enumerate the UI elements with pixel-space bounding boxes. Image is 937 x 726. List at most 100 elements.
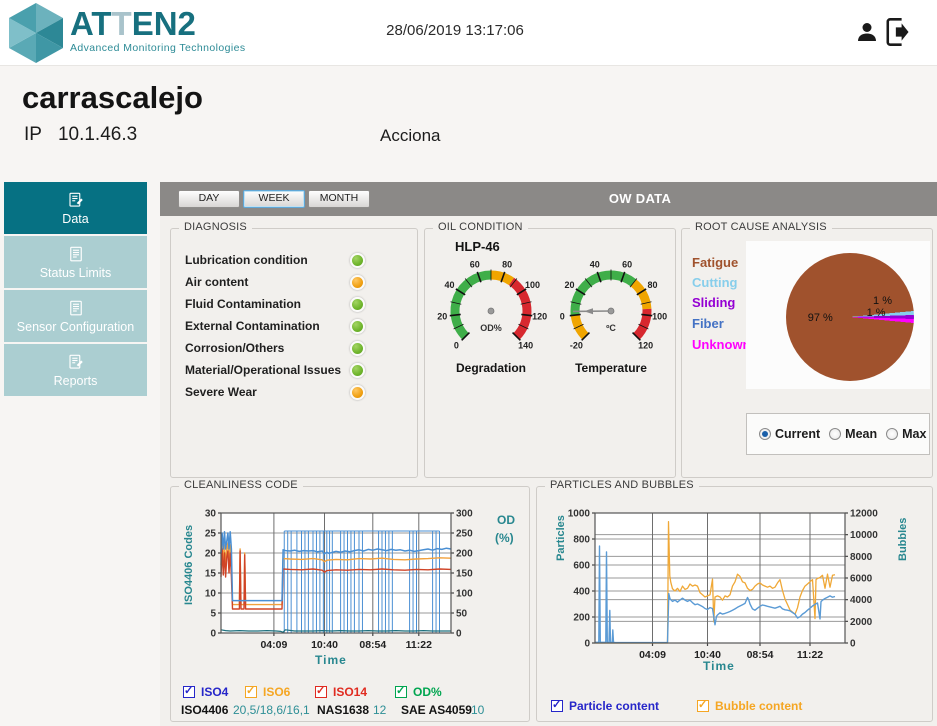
x-axis-label: Time	[315, 653, 347, 667]
company-name: Acciona	[380, 126, 441, 145]
gauge-title: Temperature	[575, 361, 647, 375]
legend-iso6: ✓ ISO6	[245, 685, 291, 699]
mode-selector: Current Mean Max	[746, 413, 930, 455]
y-axis-label-left: ISO4406 Codes	[183, 524, 195, 605]
legend-iso4: ✓ ISO4	[183, 685, 229, 699]
svg-text:0: 0	[210, 629, 216, 640]
diagnosis-row: Corrosion/Others	[171, 337, 417, 359]
svg-text:ºC: ºC	[606, 323, 616, 333]
svg-text:12000: 12000	[850, 509, 878, 520]
sae-as4059-value: 10	[471, 703, 485, 717]
sidebar-item-label: Reports	[53, 373, 98, 388]
radio-button[interactable]	[886, 428, 899, 440]
tab-month[interactable]: MONTH	[308, 190, 370, 208]
svg-text:5: 5	[210, 609, 216, 620]
sidebar-item-status-limits[interactable]: Status Limits	[4, 236, 147, 288]
document-icon	[69, 246, 82, 261]
diagnosis-label: Severe Wear	[185, 385, 257, 399]
svg-text:25: 25	[205, 529, 217, 540]
main-bar: DAY WEEK MONTH OW DATA	[160, 182, 937, 216]
legend-fiber: Fiber	[692, 316, 724, 331]
sidebar-item-sensor-configuration[interactable]: Sensor Configuration	[4, 290, 147, 342]
pie-label: 97 %	[807, 311, 833, 324]
pie-label: 1 %	[873, 295, 892, 308]
iso14-checkbox[interactable]: ✓	[315, 685, 327, 698]
svg-text:30: 30	[205, 509, 217, 520]
radio-button[interactable]	[759, 428, 771, 440]
diagnosis-row: Material/Operational Issues	[171, 359, 417, 381]
bubble-content-checkbox[interactable]: ✓	[697, 699, 709, 712]
svg-text:60: 60	[622, 260, 632, 270]
nas1638-label: NAS1638	[317, 703, 370, 717]
svg-text:400: 400	[573, 587, 590, 598]
svg-text:100: 100	[525, 280, 540, 290]
radio-current[interactable]: Current	[759, 427, 820, 441]
sidebar-item-label: Sensor Configuration	[16, 319, 135, 334]
ip-row: IP 10.1.46.3	[24, 124, 137, 146]
sidebar: Data Status Limits Sensor Configuration …	[4, 182, 147, 398]
svg-text:15: 15	[205, 569, 217, 580]
svg-text:0: 0	[456, 629, 462, 640]
pie-label: 1 %	[866, 306, 886, 319]
svg-text:10:40: 10:40	[694, 649, 721, 661]
svg-text:04:09: 04:09	[639, 649, 666, 661]
diagnosis-rows: Lubrication condition Air content Fluid …	[171, 249, 417, 403]
particle-content-checkbox[interactable]: ✓	[551, 699, 563, 712]
panel-title: PARTICLES AND BUBBLES	[545, 479, 699, 491]
diagnosis-label: Material/Operational Issues	[185, 363, 342, 377]
iso4406-label: ISO4406	[181, 703, 229, 717]
svg-text:40: 40	[590, 260, 600, 270]
legend-iso14: ✓ ISO14	[315, 685, 368, 699]
radio-mean[interactable]: Mean	[829, 427, 877, 441]
degradation-gauge: 0 20 40 60 80 100 120 140 OD%	[437, 260, 547, 351]
legend-cutting: Cutting	[692, 275, 738, 290]
diagnosis-row: Lubrication condition	[171, 249, 417, 271]
logout-icon[interactable]	[883, 17, 911, 47]
tab-week[interactable]: WEEK	[243, 190, 305, 208]
diagnosis-label: External Contamination	[185, 319, 320, 333]
radio-button[interactable]	[829, 428, 842, 440]
svg-text:250: 250	[456, 529, 473, 540]
svg-text:6000: 6000	[850, 574, 873, 585]
svg-text:20: 20	[565, 280, 575, 290]
svg-text:0: 0	[560, 311, 565, 321]
svg-text:11:22: 11:22	[406, 639, 432, 651]
header: ATTEN2 Advanced Monitoring Technologies …	[0, 0, 937, 66]
title-section: carrascalejo IP 10.1.46.3 Acciona	[0, 66, 937, 178]
document-icon	[69, 300, 82, 315]
svg-text:120: 120	[638, 341, 653, 351]
svg-text:10: 10	[205, 589, 217, 600]
svg-text:120: 120	[532, 311, 547, 321]
od-checkbox[interactable]: ✓	[395, 685, 407, 698]
svg-text:4000: 4000	[850, 595, 873, 606]
iso6-checkbox[interactable]: ✓	[245, 685, 257, 698]
codes-row: ISO4406 20,5/18,6/16,1 NAS1638 12 SAE AS…	[171, 703, 529, 719]
sidebar-item-reports[interactable]: Reports	[4, 344, 147, 396]
period-tabs: DAY WEEK MONTH	[178, 190, 370, 208]
svg-text:20: 20	[437, 311, 447, 321]
iso4-checkbox[interactable]: ✓	[183, 685, 195, 698]
ip-value: 10.1.46.3	[57, 124, 138, 145]
status-led	[350, 362, 365, 378]
svg-text:40: 40	[445, 280, 455, 290]
svg-text:08:54: 08:54	[359, 639, 386, 651]
svg-text:0: 0	[850, 639, 856, 650]
root-cause-pie-chart: 97 % 1 % 1 %	[786, 253, 914, 381]
logo-text: ATTEN2	[70, 5, 196, 42]
y-axis-label-right: OD	[497, 513, 515, 527]
tab-day[interactable]: DAY	[178, 190, 240, 208]
svg-text:100: 100	[652, 311, 667, 321]
svg-text:OD%: OD%	[480, 323, 502, 333]
svg-text:60: 60	[470, 260, 480, 270]
sidebar-item-data[interactable]: Data	[4, 182, 147, 234]
svg-text:140: 140	[518, 341, 533, 351]
sidebar-item-label: Data	[62, 211, 89, 226]
legend-sliding: Sliding	[692, 295, 736, 310]
svg-text:800: 800	[573, 535, 590, 546]
svg-text:8000: 8000	[850, 552, 873, 563]
x-axis-label: Time	[703, 659, 735, 673]
svg-text:80: 80	[647, 280, 657, 290]
legend-od: ✓ OD%	[395, 685, 442, 699]
user-icon[interactable]	[855, 20, 879, 44]
radio-max[interactable]: Max	[886, 427, 926, 441]
